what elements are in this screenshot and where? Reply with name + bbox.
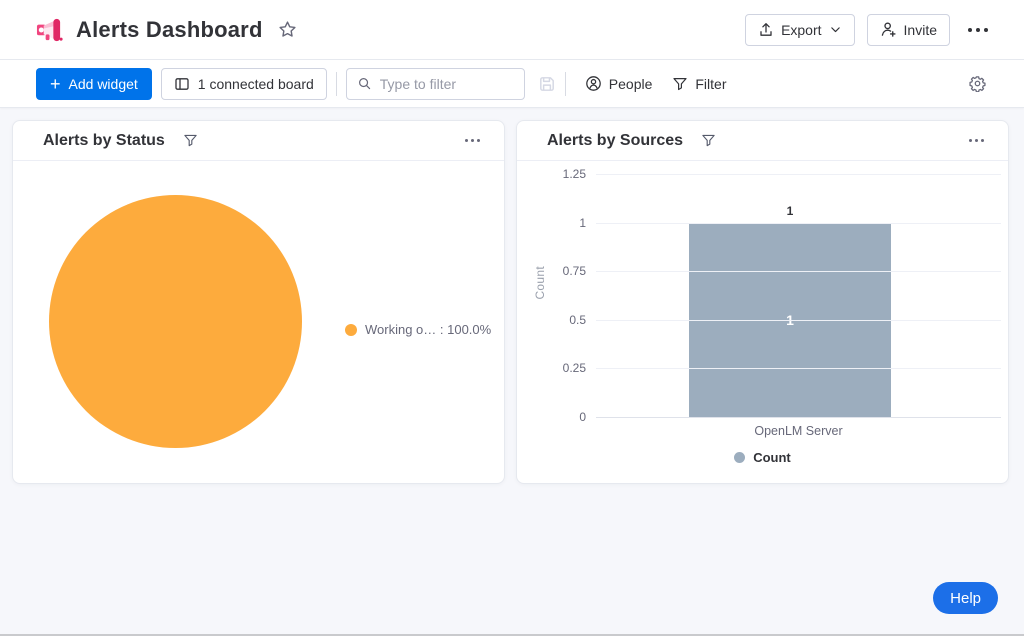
- people-label: People: [608, 75, 653, 92]
- x-axis-category-label: OpenLM Server: [754, 424, 843, 438]
- bar-legend: Count: [517, 450, 1008, 465]
- bar-legend-label: Count: [753, 450, 791, 465]
- settings-gear-icon[interactable]: [965, 71, 990, 96]
- header-right: Export Invite: [745, 13, 994, 46]
- help-button[interactable]: Help: [933, 582, 998, 614]
- invite-label: Invite: [903, 21, 937, 38]
- widget-filter-funnel-icon[interactable]: [181, 131, 200, 150]
- pie-legend-dot: [345, 323, 357, 336]
- export-button[interactable]: Export: [745, 13, 855, 46]
- invite-person-plus-icon: [880, 21, 897, 38]
- plus-icon: +: [50, 73, 61, 94]
- window-bottom-edge: [0, 634, 1024, 636]
- y-axis-title: Count: [533, 266, 547, 300]
- y-axis-tick-label: 0: [579, 410, 586, 424]
- search-icon: [357, 76, 372, 91]
- widget-header: Alerts by Sources: [517, 121, 1008, 161]
- pie-chart-circle[interactable]: [49, 195, 302, 448]
- filter-search-box: [345, 67, 525, 100]
- board-icon: [174, 76, 190, 92]
- widget-filter-funnel-icon[interactable]: [699, 131, 718, 150]
- add-widget-label: Add widget: [68, 75, 138, 92]
- favorite-star-icon[interactable]: [276, 18, 299, 41]
- widget-title: Alerts by Status: [43, 131, 165, 149]
- invite-button[interactable]: Invite: [866, 13, 950, 46]
- people-filter-button[interactable]: People: [575, 68, 663, 100]
- widget-header: Alerts by Status: [13, 121, 504, 161]
- dashboard-content: Alerts by Status Working o… : 100.0% Ale…: [0, 108, 1024, 496]
- gridline: [596, 174, 1001, 175]
- toolbar-divider: [564, 71, 566, 96]
- add-widget-button[interactable]: + Add widget: [36, 67, 152, 100]
- page-title: Alerts Dashboard: [76, 16, 263, 42]
- export-icon: [758, 22, 774, 38]
- toolbar-divider: [335, 71, 337, 96]
- widget-menu-button[interactable]: [461, 133, 484, 148]
- gridline: [596, 222, 1001, 224]
- pie-legend-label: Working o… : 100.0%: [365, 322, 492, 337]
- chevron-down-icon: [829, 23, 842, 36]
- bar-legend-dot: [734, 452, 746, 463]
- dashboard-header: Alerts Dashboard Export: [0, 0, 1024, 60]
- header-more-options-button[interactable]: [962, 20, 994, 40]
- widget-alerts-by-status: Alerts by Status Working o… : 100.0%: [12, 120, 505, 484]
- y-axis-tick-label: 0.5: [569, 312, 586, 327]
- gridline: [596, 319, 1001, 321]
- header-left: Alerts Dashboard: [36, 16, 299, 43]
- gridline: [596, 368, 1001, 370]
- filter-search-input[interactable]: [379, 75, 514, 92]
- pie-legend: Working o… : 100.0%: [345, 322, 491, 337]
- export-label: Export: [781, 21, 822, 38]
- save-icon: [538, 75, 556, 93]
- bar-value-label-top: 1: [786, 203, 794, 218]
- connected-board-label: 1 connected board: [197, 75, 314, 92]
- y-axis-tick-label: 0.75: [562, 264, 586, 279]
- filter-button[interactable]: Filter: [662, 68, 736, 100]
- filter-label: Filter: [695, 75, 727, 92]
- y-axis-tick-label: 1.25: [562, 167, 586, 181]
- filter-funnel-icon: [672, 76, 688, 92]
- widget-menu-button[interactable]: [965, 133, 988, 148]
- megaphone-logo-icon: [36, 16, 63, 43]
- y-axis-tick-label: 0.25: [562, 361, 586, 376]
- people-icon: [585, 75, 602, 92]
- gridline: [596, 271, 1001, 273]
- connected-board-button[interactable]: 1 connected board: [160, 67, 327, 100]
- widget-alerts-by-sources: Alerts by Sources Count 1 1 1.2510.750.5…: [516, 120, 1009, 484]
- pie-chart-body: Working o… : 100.0%: [13, 161, 504, 483]
- y-axis-tick-label: 1: [579, 215, 586, 230]
- widget-title: Alerts by Sources: [547, 131, 684, 149]
- gridline: [596, 417, 1001, 418]
- dashboard-toolbar: + Add widget 1 connected board: [0, 60, 1024, 108]
